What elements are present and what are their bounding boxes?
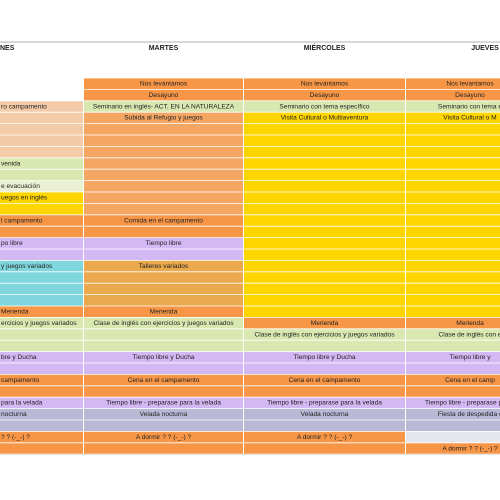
activity: Fiesta de despedida c	[438, 411, 500, 418]
activity: Comida en el campamento	[124, 217, 203, 224]
activity: l campamento	[1, 217, 43, 224]
activity: Merienda	[1, 308, 29, 315]
cell-fill	[406, 431, 500, 443]
activity: Desayuno	[455, 92, 485, 99]
activity: Subida al Refugio y juegos	[124, 115, 203, 122]
cell-fill	[406, 100, 500, 113]
cell-fill	[84, 317, 243, 352]
column-header: NES	[0, 45, 15, 52]
activity: Cena en el campamento	[128, 377, 200, 384]
cell-fill	[84, 100, 243, 113]
activity: bre y Ducha	[1, 354, 37, 361]
activity: Tiempo libre y Ducha	[293, 354, 355, 361]
cell-fill	[406, 397, 500, 409]
activity: para la velada	[1, 400, 43, 407]
activity: nocturna	[1, 411, 27, 418]
activity: po libre	[1, 240, 23, 247]
activity: y juegos variados	[1, 263, 53, 270]
cell-fill	[84, 112, 243, 215]
activity: ? ? (-_-) ?	[1, 434, 30, 441]
activity: Clase de inglés con ejercicios y juegos …	[93, 320, 234, 327]
activity: Velada nocturna	[140, 411, 188, 418]
activity: Cena en el campamento	[289, 377, 361, 384]
activity: Tiempo libre - preparase para la velada	[267, 400, 382, 407]
activity: Tiempo libre y Ducha	[132, 354, 194, 361]
activity: Desayuno	[310, 92, 340, 99]
activity: A dormir ? ? (-_-) ?	[297, 434, 353, 441]
cell-fill	[406, 442, 500, 455]
cell-fill	[0, 317, 83, 352]
activity: Tiempo libre - preparase para la velada	[106, 400, 221, 407]
activity: Tiempo libre y	[449, 354, 491, 361]
activity: Talleres variados	[139, 263, 189, 270]
activity: uegos en inglés	[1, 194, 48, 201]
activity: Clase de inglés con ejercicios y juegos …	[254, 331, 395, 338]
activity: Visita Cultural o M	[443, 115, 496, 122]
cell-fill	[244, 397, 405, 409]
activity: campamento	[1, 377, 39, 384]
cell-fill	[0, 306, 83, 318]
activity: A dormir ? ? (-_-) ?	[442, 445, 498, 452]
activity: Nos levantamos	[301, 80, 349, 87]
activity: e evacuación	[1, 183, 40, 190]
activity: ro campamento	[1, 103, 47, 110]
activity: Visita Cultural o Multiaventura	[281, 115, 369, 122]
cell-fill	[84, 306, 243, 318]
column-header: JUEVES	[471, 45, 499, 52]
activity: Nos levantamos	[446, 80, 494, 87]
activity: Tiempo libre	[145, 240, 181, 247]
cell-fill	[0, 100, 83, 113]
column-header: MARTES	[149, 45, 179, 52]
activity: Seminario con tema e	[438, 103, 500, 110]
activity: Cena en el camp	[445, 377, 495, 384]
activity: Seminario en inglés- ACT. EN LA NATURALE…	[93, 103, 235, 110]
activity: Desayuno	[149, 92, 179, 99]
cell-fill	[0, 180, 83, 192]
cell-fill	[406, 317, 500, 329]
cell-fill	[244, 317, 405, 329]
activity: Merienda	[311, 320, 339, 327]
activity: Velada nocturna	[301, 411, 349, 418]
activity: Nos levantamos	[140, 80, 188, 87]
cell-fill	[84, 397, 243, 409]
activity: Clase de inglés con e	[438, 331, 500, 338]
activity: A dormir ? ? (-_-) ?	[136, 434, 192, 441]
activity: ercicios y juegos variados	[1, 320, 77, 327]
cell-fill	[0, 397, 83, 409]
activity: Merienda	[456, 320, 484, 327]
activity: Seminario con tema específico	[279, 103, 369, 110]
activity: venida	[1, 160, 21, 167]
column-header: MIÉRCOLES	[304, 43, 346, 52]
cell-fill	[244, 100, 405, 113]
activity: Tiempo libre - preparase para l	[425, 400, 500, 407]
activity: Merienda	[150, 308, 178, 315]
